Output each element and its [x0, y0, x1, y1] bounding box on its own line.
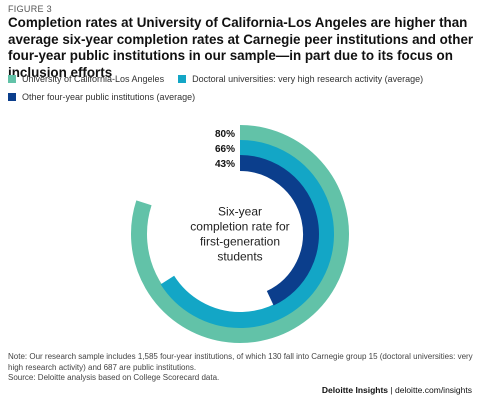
footer-separator: | — [388, 385, 395, 395]
legend-row: University of California-Los Angeles Doc… — [8, 72, 474, 86]
legend-row: Other four-year public institutions (ave… — [8, 90, 474, 104]
arc-doctoral — [160, 140, 334, 328]
legend-label-ucla: University of California-Los Angeles — [22, 74, 165, 84]
legend-item-doctoral: Doctoral universities: very high researc… — [178, 74, 423, 84]
value-label-ucla: 80% — [215, 129, 235, 140]
legend-swatch-public — [8, 93, 16, 101]
footer-url: deloitte.com/insights — [394, 385, 472, 395]
chart-note: Note: Our research sample includes 1,585… — [8, 352, 474, 384]
legend-swatch-ucla — [8, 75, 16, 83]
arc-public — [239, 155, 319, 306]
chart-title: Completion rates at University of Califo… — [8, 15, 474, 80]
center-label-line: Six-year — [218, 205, 262, 219]
footer-brand: Deloitte Insights — [321, 385, 389, 395]
center-label-line: first-generation — [200, 235, 280, 249]
legend-item-ucla: University of California-Los Angeles — [8, 74, 164, 84]
arc-ucla — [131, 125, 349, 343]
legend: University of California-Los Angeles Doc… — [8, 72, 474, 108]
value-label-public: 43% — [215, 159, 235, 170]
footer: Deloitte Insights | deloitte.com/insight… — [322, 385, 472, 395]
center-label-line: completion rate for — [190, 220, 289, 234]
note-text: Note: Our research sample includes 1,585… — [8, 352, 473, 372]
legend-swatch-doctoral — [178, 75, 187, 83]
legend-label-doctoral: Doctoral universities: very high researc… — [192, 74, 424, 84]
value-label-doctoral: 66% — [215, 144, 235, 155]
source-text: Source: Deloitte analysis based on Colle… — [8, 373, 220, 382]
center-label-line: students — [217, 250, 262, 264]
legend-label-public: Other four-year public institutions (ave… — [22, 92, 196, 102]
figure-label: FIGURE 3 — [8, 4, 52, 14]
legend-item-public: Other four-year public institutions (ave… — [8, 92, 195, 102]
